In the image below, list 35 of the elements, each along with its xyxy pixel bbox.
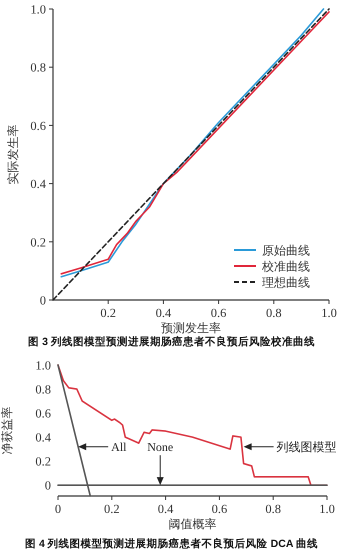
legend-label: 校准曲线 <box>261 260 310 274</box>
x-tick-label: 0.4 <box>158 502 174 516</box>
y-tick-label: 1.0 <box>35 358 51 372</box>
legend-label: 理想曲线 <box>262 276 310 290</box>
y-tick-label: 0.8 <box>30 60 46 75</box>
y-tick-label: 0.2 <box>30 235 46 250</box>
x-tick-label: 0.8 <box>266 306 282 320</box>
x-tick-label: 0.8 <box>265 502 282 516</box>
x-tick-label: 1.0 <box>321 306 337 320</box>
x-tick-label: 0.2 <box>104 502 120 516</box>
annotation: None <box>147 440 174 454</box>
x-tick-label: 0.4 <box>156 306 172 320</box>
y-tick-label: 0.6 <box>35 406 51 421</box>
x-tick-label: 0.6 <box>212 502 228 516</box>
x-axis-title: 阈值概率 <box>168 517 216 531</box>
y-tick-label: 1.0 <box>30 2 46 16</box>
y-tick-label: 0 <box>44 478 51 493</box>
x-tick-label: 0.6 <box>210 306 226 320</box>
y-tick-label: 0.2 <box>35 454 51 469</box>
y-tick-label: 0.4 <box>30 177 47 192</box>
y-axis-title: 净获益率 <box>0 406 14 454</box>
x-axis-title: 预测发生率 <box>161 321 221 335</box>
caption: 图 3 列线图模型预测进展期肠癌患者不良预后风险校准曲线 <box>28 335 315 348</box>
y-axis-title: 实际发生率 <box>6 124 20 184</box>
annotation: All <box>111 440 128 454</box>
x-tick-label: 1.0 <box>319 502 335 516</box>
y-tick-label: 0 <box>40 294 46 308</box>
y-tick-label: 0.6 <box>30 118 46 133</box>
y-tick-label: 0.4 <box>35 430 52 445</box>
y-tick-label: 0.8 <box>35 382 51 397</box>
x-tick-label: 0.2 <box>100 306 116 320</box>
x-tick-label: 0 <box>54 502 62 516</box>
annotation: 列线图模型 <box>276 440 337 454</box>
caption: 图 4 列线图模型预测进展期肠癌患者不良预后风险 DCA 曲线 <box>25 537 318 550</box>
legend-label: 原始曲线 <box>262 244 310 258</box>
